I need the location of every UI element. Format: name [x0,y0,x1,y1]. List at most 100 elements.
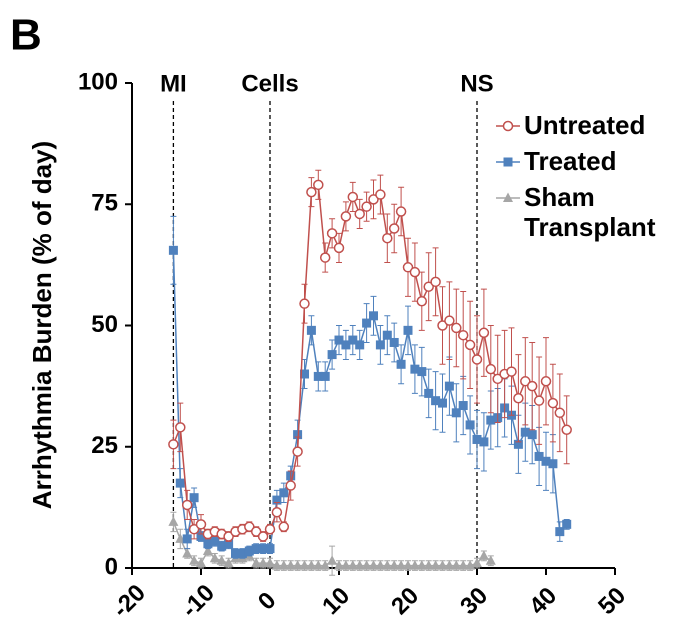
marker [423,560,434,570]
series-line [172,250,568,555]
event-label: MI [160,70,187,97]
marker [258,557,269,568]
marker [348,335,358,345]
marker [265,544,275,554]
marker [341,340,351,350]
marker [438,398,447,408]
marker [472,557,482,568]
marker [396,359,406,369]
marker [520,427,530,437]
marker [355,340,365,350]
marker [347,560,358,570]
marker [561,424,572,436]
marker [451,560,462,570]
marker [478,550,489,560]
marker [416,560,427,570]
marker [285,560,296,570]
marker [168,245,178,255]
marker [548,459,558,469]
marker [209,552,220,563]
marker [534,451,544,461]
marker [362,318,372,328]
marker [265,557,275,568]
marker [410,364,420,374]
marker [306,325,316,335]
marker [223,531,234,542]
marker [437,560,448,570]
event-label: Cells [241,70,298,97]
marker [292,560,303,570]
marker [472,434,482,444]
marker [513,439,523,449]
legend-item: Sham Transplant [496,182,682,242]
marker [203,539,213,549]
marker [382,330,392,340]
marker [478,327,490,339]
marker [437,320,448,331]
marker [258,544,268,554]
marker [444,315,455,326]
marker [223,557,234,568]
marker [271,560,282,570]
marker [279,488,289,498]
marker [313,371,323,381]
marker [278,560,289,570]
marker [168,439,179,450]
legend-swatch [496,157,520,167]
marker [271,506,283,518]
marker [313,179,324,191]
marker [369,311,378,321]
marker [293,430,303,440]
marker [299,560,310,570]
marker [244,546,254,556]
legend-swatch [496,192,520,202]
marker [272,495,282,505]
x-tick-label: 10 [317,582,355,620]
marker [257,531,269,542]
marker [457,329,469,341]
marker [444,560,455,570]
marker [513,393,524,404]
marker [327,350,337,360]
x-tick-label: -20 [107,579,151,623]
marker [458,560,469,570]
y-tick-label: 100 [78,68,118,95]
x-tick-label: 50 [593,582,631,620]
marker [181,499,193,511]
marker [444,381,454,391]
marker [409,560,420,570]
marker [189,555,200,565]
marker [458,401,468,411]
marker [202,545,213,556]
marker [555,527,565,537]
marker [320,371,330,381]
marker [520,376,531,387]
marker [402,262,414,273]
marker [431,396,441,406]
marker [175,478,185,488]
x-tick-label: 40 [524,582,562,620]
marker [196,557,206,568]
marker [340,211,352,222]
y-tick-label: 75 [91,190,118,217]
marker [237,548,247,558]
marker [175,422,186,433]
marker [486,415,496,425]
marker [182,534,192,544]
marker [417,367,427,377]
marker [326,228,338,239]
marker [424,388,434,398]
marker [409,266,421,278]
marker [182,547,193,558]
marker [389,560,400,570]
marker [388,223,400,234]
legend-label: Treated [524,146,617,176]
marker [554,407,566,419]
marker [485,555,496,565]
marker [382,232,393,244]
marker [217,541,227,551]
marker [361,201,372,212]
marker [299,298,310,309]
